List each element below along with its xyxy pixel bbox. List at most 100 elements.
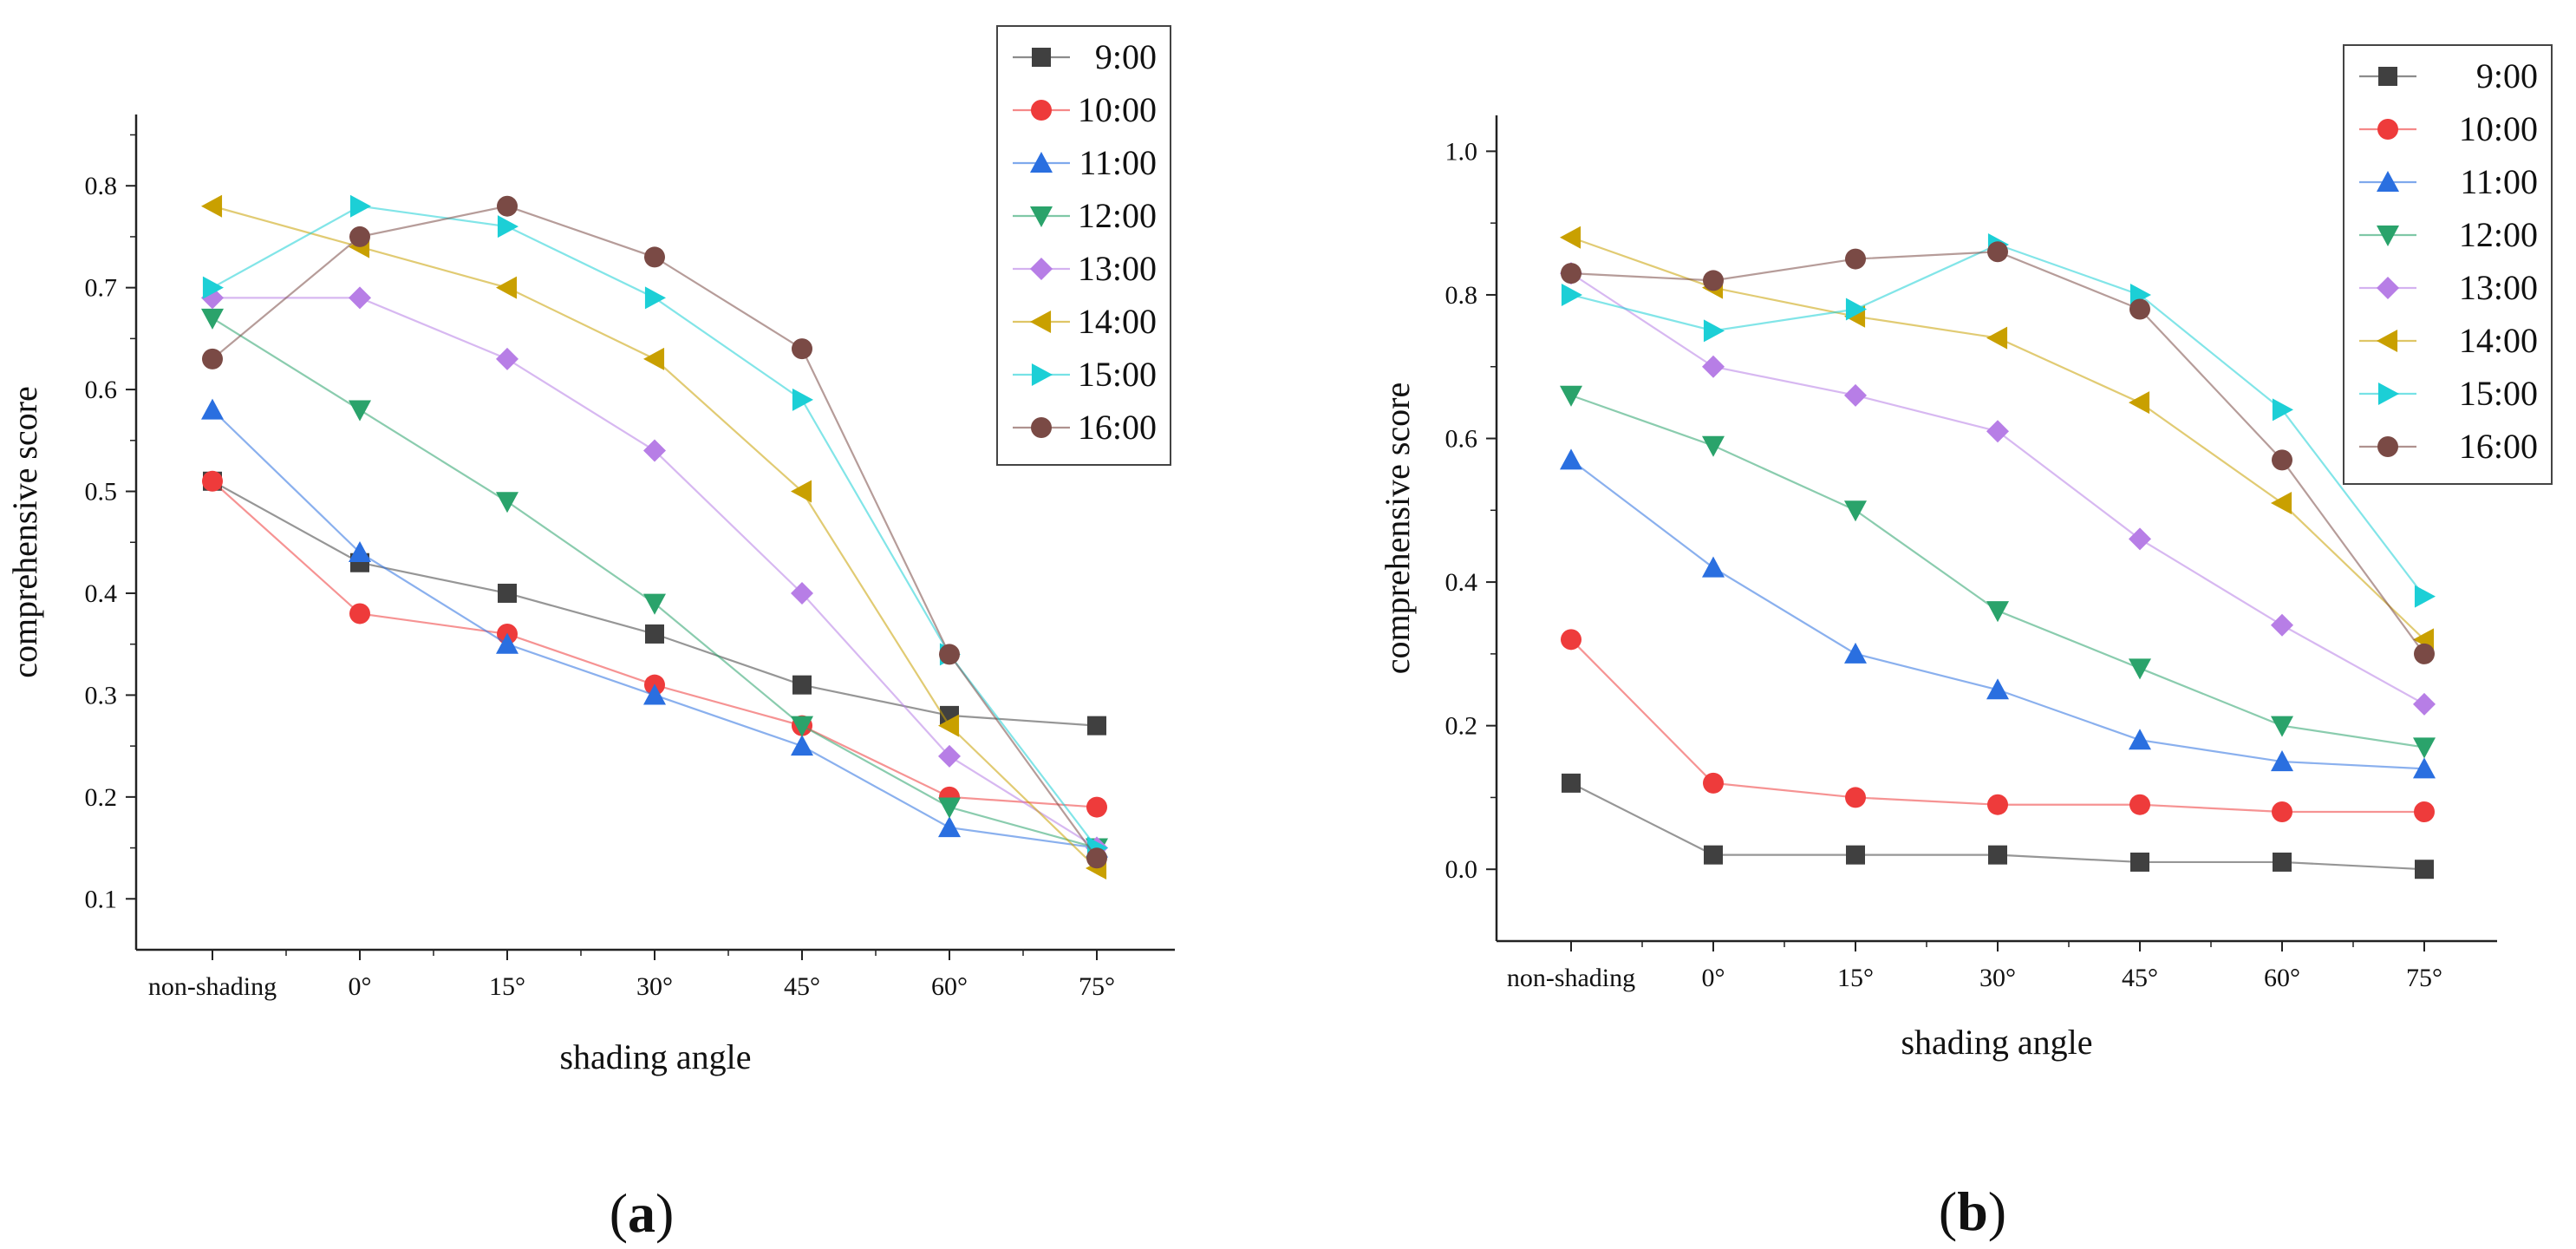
series-line	[212, 297, 1098, 849]
data-point	[349, 540, 371, 563]
data-point	[1562, 773, 1581, 793]
data-point	[1844, 383, 1867, 407]
data-point	[938, 797, 961, 819]
data-point	[1845, 248, 1866, 270]
legend-marker	[1031, 100, 1052, 121]
data-point	[2273, 852, 2292, 872]
x-tick-label: 0°	[349, 972, 372, 1001]
panel-a: 0.1 0.2 0.3 0.4 0.5 0.6 0.7 0.8 non-shading 0° 15°…	[5, 25, 1175, 1244]
data-point	[938, 744, 961, 768]
legend-item: 10:00	[1013, 90, 1157, 129]
legend-item: 15:00	[2359, 374, 2538, 413]
data-point	[1702, 355, 1725, 378]
data-point	[2129, 391, 2150, 415]
data-point	[1986, 678, 2009, 700]
data-point	[496, 347, 518, 370]
data-point	[1846, 845, 1865, 865]
series-12-00	[1560, 385, 2436, 759]
data-point	[643, 683, 666, 705]
data-point	[2413, 737, 2436, 759]
y-tick-label: 0.7	[85, 274, 118, 303]
x-tick-label: 45°	[784, 972, 820, 1001]
data-point	[1844, 642, 1867, 664]
data-point	[496, 492, 518, 513]
data-point	[1086, 847, 1107, 869]
legend: 9:00 10:00 11:00 12:00 13:00 14:00 15:00 16:00	[2343, 44, 2553, 485]
x-tick-label: 15°	[1837, 964, 1874, 992]
legend-item: 13:00	[2359, 268, 2538, 307]
legend-marker	[1031, 417, 1052, 438]
panel-label: (a)	[610, 1182, 675, 1244]
data-point	[1844, 500, 1867, 522]
data-point	[938, 816, 961, 838]
data-point	[2414, 585, 2436, 608]
legend-item: 9:00	[1013, 37, 1157, 76]
legend-marker	[2377, 383, 2399, 405]
data-point	[496, 632, 518, 654]
legend-label: 16:00	[1078, 408, 1157, 447]
legend-item: 15:00	[1013, 355, 1157, 394]
legend-marker	[2377, 119, 2398, 140]
data-point	[2414, 643, 2435, 664]
legend-item: 9:00	[2359, 56, 2538, 95]
legend-label: 12:00	[1078, 196, 1157, 235]
data-point	[1704, 845, 1723, 865]
series-9-00	[1562, 773, 2434, 880]
data-point	[792, 338, 812, 360]
data-point	[2129, 729, 2151, 750]
data-point	[2415, 860, 2434, 880]
series-line	[212, 480, 1098, 808]
x-tick-label: 30°	[1979, 964, 2016, 992]
y-tick-label: 1.0	[1445, 137, 1478, 166]
data-point	[349, 226, 370, 247]
legend-item: 14:00	[1013, 302, 1157, 341]
legend-item: 11:00	[1013, 143, 1157, 182]
legend-label: 11:00	[2460, 162, 2538, 201]
panel-label-part: b	[1957, 1180, 1988, 1242]
legend-label: 15:00	[1078, 355, 1157, 394]
data-point	[792, 675, 812, 695]
series-12-00	[201, 308, 1108, 860]
data-point	[201, 398, 224, 420]
series-16-00	[202, 195, 1107, 869]
y-axis-title: comprehensive score	[5, 386, 44, 678]
data-point	[791, 581, 813, 605]
x-tick-label: 15°	[489, 972, 525, 1001]
y-tick-label: 0.2	[1445, 712, 1478, 741]
data-point	[2129, 527, 2151, 551]
legend-label: 13:00	[1078, 249, 1157, 288]
data-point	[1987, 241, 2008, 263]
x-tick-label: 75°	[1079, 972, 1115, 1001]
x-tick-label: non-shading	[1507, 964, 1635, 992]
data-point	[1561, 263, 1581, 284]
legend-item: 12:00	[2359, 215, 2538, 254]
legend-marker	[1030, 152, 1053, 173]
data-point	[498, 583, 517, 603]
legend-marker	[1031, 363, 1053, 386]
data-point	[1702, 556, 1725, 578]
x-tick-label: 30°	[636, 972, 673, 1001]
series-15-00	[202, 194, 1108, 860]
data-point	[645, 624, 664, 644]
x-tick-label: 60°	[931, 972, 968, 1001]
legend-marker	[1032, 48, 1051, 67]
data-point	[791, 480, 812, 503]
y-tick-label: 0.1	[85, 885, 118, 913]
data-point	[2271, 716, 2293, 737]
legend-item: 14:00	[2359, 321, 2538, 360]
legend-label: 14:00	[1078, 302, 1157, 341]
legend-label: 10:00	[2459, 109, 2538, 148]
data-point	[1702, 435, 1725, 457]
y-axis-title: comprehensive score	[1378, 383, 1417, 675]
data-point	[643, 347, 665, 370]
y-tick-label: 0.8	[85, 172, 118, 200]
y-tick-label: 0.4	[85, 579, 118, 608]
x-tick-label: non-shading	[148, 972, 277, 1001]
data-point	[1560, 385, 1582, 407]
x-tick-label: 60°	[2264, 964, 2300, 992]
data-point	[643, 593, 666, 615]
legend-label: 15:00	[2459, 374, 2538, 413]
series-13-00	[201, 286, 1108, 860]
legend-item: 16:00	[2359, 427, 2538, 466]
